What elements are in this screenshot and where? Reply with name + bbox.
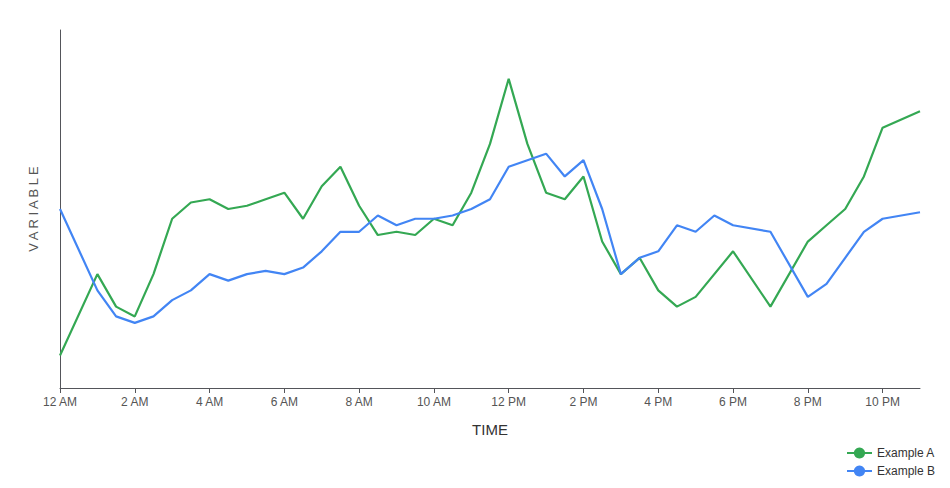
svg-text:8 PM: 8 PM (794, 395, 822, 409)
svg-text:10 AM: 10 AM (417, 395, 451, 409)
svg-text:Example A: Example A (877, 446, 934, 460)
svg-text:2 AM: 2 AM (121, 395, 148, 409)
svg-text:2 PM: 2 PM (569, 395, 597, 409)
svg-text:V A R I A B L E: V A R I A B L E (26, 166, 41, 252)
svg-text:12 PM: 12 PM (491, 395, 526, 409)
svg-text:12 AM: 12 AM (43, 395, 77, 409)
svg-text:4 AM: 4 AM (196, 395, 223, 409)
svg-text:6 AM: 6 AM (271, 395, 298, 409)
svg-text:8 AM: 8 AM (345, 395, 372, 409)
svg-text:TIME: TIME (472, 421, 508, 438)
svg-text:6 PM: 6 PM (719, 395, 747, 409)
svg-text:4 PM: 4 PM (644, 395, 672, 409)
svg-text:10 PM: 10 PM (865, 395, 900, 409)
svg-text:Example B: Example B (877, 464, 935, 478)
